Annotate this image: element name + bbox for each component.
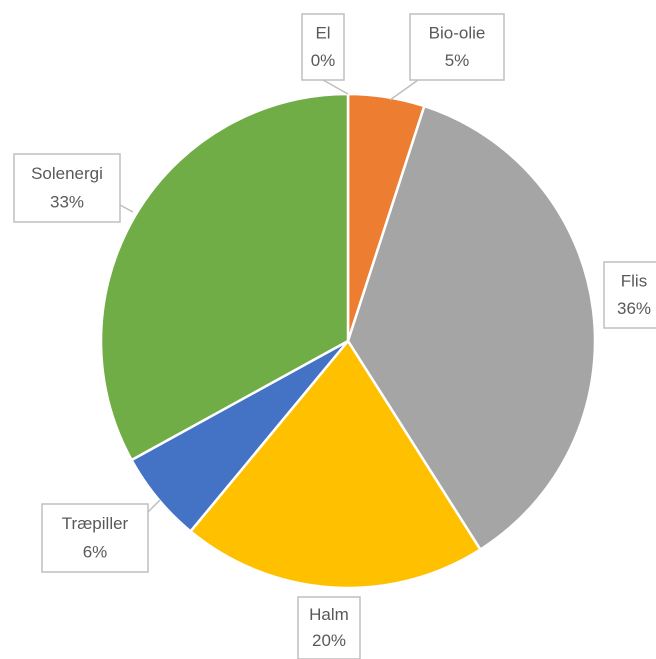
value-label: 6% (83, 542, 108, 561)
label-box (297, 596, 361, 659)
value-label: 36% (617, 299, 651, 318)
category-label: Flis (621, 271, 647, 290)
label-box (301, 13, 345, 81)
pie-slice (188, 338, 483, 590)
value-label: 33% (50, 192, 84, 211)
value-label: 20% (312, 631, 346, 650)
pie-slice (99, 92, 350, 462)
leader-line (322, 79, 349, 95)
leader-line (389, 79, 419, 101)
leader-line (119, 204, 134, 213)
value-label: 0% (311, 51, 336, 70)
value-label: 5% (445, 51, 470, 70)
category-label: Halm (309, 605, 349, 624)
category-label: Bio-olie (429, 23, 486, 42)
category-label: El (315, 23, 330, 42)
category-label: Solenergi (31, 164, 103, 183)
label-box (41, 503, 149, 573)
leader-line (147, 499, 161, 513)
label-box (409, 13, 505, 81)
pie-slice (346, 104, 597, 552)
label-box (603, 261, 656, 329)
category-label: Træpiller (62, 514, 129, 533)
label-box (13, 153, 121, 223)
